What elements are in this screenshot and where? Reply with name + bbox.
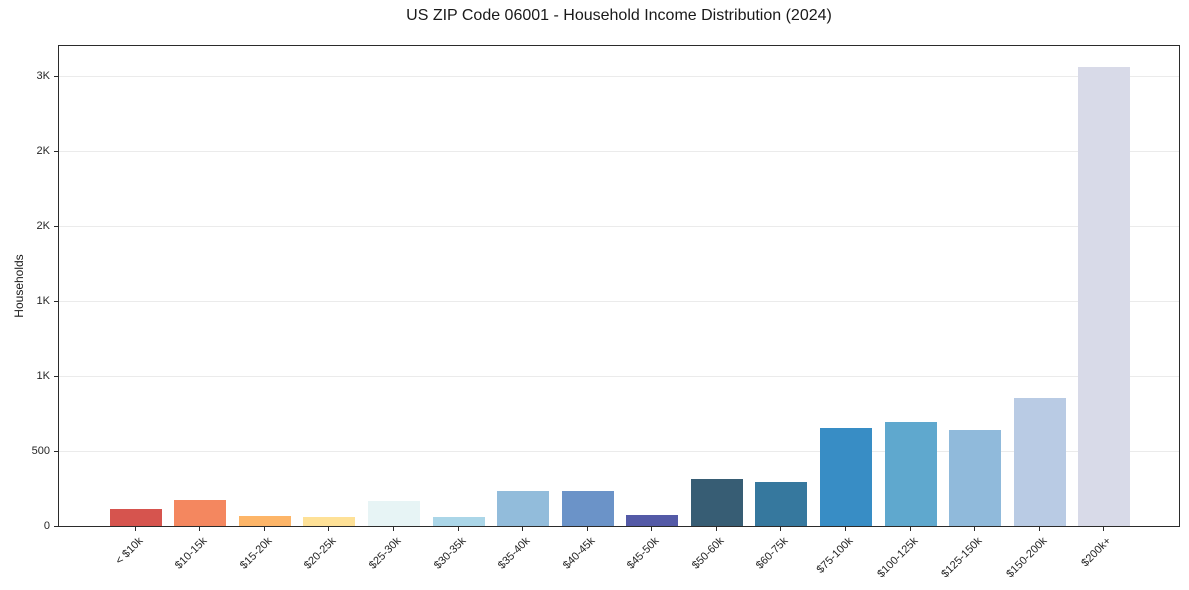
x-tick-mark <box>522 527 523 531</box>
plot-area <box>58 45 1180 527</box>
bar-15-20k <box>239 516 291 526</box>
y-tick-label: 1K <box>36 369 50 382</box>
y-gridline <box>59 376 1179 377</box>
y-tick-mark <box>54 526 58 527</box>
y-tick-label: 1K <box>36 294 50 307</box>
y-tick-label: 0 <box>43 520 50 532</box>
bar-50-60k <box>691 479 743 526</box>
bar-40-45k <box>562 491 614 526</box>
x-tick-mark <box>393 527 394 531</box>
y-gridline <box>59 75 1179 77</box>
x-tick-mark <box>135 527 136 531</box>
y-tick-mark <box>54 75 58 77</box>
bar-30-35k <box>433 517 485 526</box>
chart-title: US ZIP Code 06001 - Household Income Dis… <box>406 7 832 24</box>
x-tick-mark <box>199 527 200 531</box>
x-tick-mark <box>458 527 459 531</box>
y-tick-mark <box>54 450 58 452</box>
x-tick-mark <box>845 527 846 531</box>
y-gridline <box>59 150 1179 152</box>
y-tick-mark <box>54 225 58 227</box>
x-tick-mark <box>587 527 588 531</box>
y-tick-label: 2K <box>36 219 50 232</box>
bar-10k <box>110 509 162 526</box>
bar-75-100k <box>820 428 872 526</box>
x-tick-label: < $10k <box>113 535 146 568</box>
bar-100-125k <box>885 422 937 526</box>
bar-10-15k <box>174 500 226 526</box>
y-tick-mark <box>54 375 58 377</box>
y-tick-label: 3K <box>36 69 50 82</box>
x-tick-mark <box>328 527 329 531</box>
bar-35-40k <box>497 491 549 526</box>
bar-25-30k <box>368 501 420 526</box>
y-axis-label: Households <box>12 254 26 318</box>
y-tick-label: 500 <box>31 444 50 457</box>
x-tick-mark <box>974 527 975 531</box>
y-gridline <box>59 300 1179 302</box>
bar-125-150k <box>949 430 1001 526</box>
bar-20-25k <box>303 517 355 526</box>
bar-60-75k <box>755 482 807 526</box>
x-tick-mark <box>651 527 652 531</box>
bar-200k <box>1078 67 1130 526</box>
x-tick-mark <box>264 527 265 531</box>
x-tick-mark <box>910 527 911 531</box>
bar-45-50k <box>626 515 678 526</box>
y-tick-label: 2K <box>36 144 50 157</box>
x-tick-mark <box>716 527 717 531</box>
x-tick-mark <box>1103 527 1104 531</box>
y-gridline <box>59 225 1179 227</box>
x-tick-mark <box>1039 527 1040 531</box>
y-tick-mark <box>54 150 58 152</box>
bar-150-200k <box>1014 398 1066 526</box>
x-tick-mark <box>780 527 781 531</box>
y-gridline <box>59 451 1179 452</box>
y-tick-mark <box>54 300 58 302</box>
